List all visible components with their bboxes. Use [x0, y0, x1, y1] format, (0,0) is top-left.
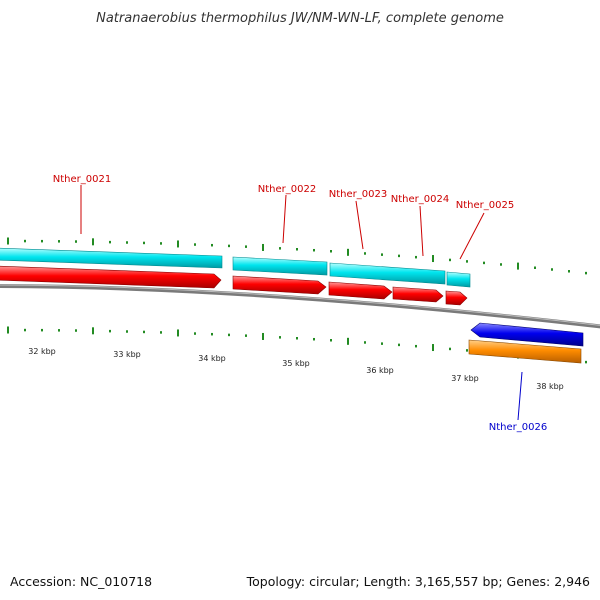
scale-label: 34 kbp — [198, 354, 226, 363]
cds-band-segment[interactable] — [0, 247, 223, 269]
label-leader-line — [282, 194, 287, 244]
label-leader-line — [355, 200, 364, 250]
gene-arrow-nther-0022[interactable] — [232, 275, 327, 295]
genome-summary-text: Topology: circular; Length: 3,165,557 bp… — [246, 574, 590, 589]
gene-arrow-nther-0021[interactable] — [0, 265, 222, 289]
genome-backbone — [0, 284, 600, 329]
cds-band-segment[interactable] — [329, 262, 446, 285]
upper-tick-track — [7, 237, 587, 275]
scale-label: 35 kbp — [282, 359, 310, 368]
gene-label-nther-0024[interactable]: Nther_0024 — [391, 194, 449, 205]
reverse-gene-track — [468, 322, 584, 364]
cds-band-segment-reverse[interactable] — [468, 339, 582, 364]
scale-label: 38 kbp — [536, 382, 564, 391]
gene-labels: Nther_0021 Nther_0022 Nther_0023 Nther_0… — [53, 174, 547, 433]
scale-label: 37 kbp — [451, 374, 479, 383]
accession-text: Accession: NC_010718 — [10, 574, 152, 589]
gene-label-nther-0026[interactable]: Nther_0026 — [489, 422, 547, 433]
gene-label-nther-0022[interactable]: Nther_0022 — [258, 184, 316, 195]
gene-label-nther-0025[interactable]: Nther_0025 — [456, 200, 514, 211]
gene-label-nther-0021[interactable]: Nther_0021 — [53, 174, 111, 185]
gene-label-nther-0023[interactable]: Nther_0023 — [329, 189, 387, 200]
genome-backbone-highlight — [0, 284, 600, 326]
label-leader-line — [459, 212, 485, 260]
scale-label: 32 kbp — [28, 347, 56, 356]
gene-arrow-nther-0026[interactable] — [470, 322, 584, 347]
label-leader-line — [419, 205, 424, 257]
cds-band-segment[interactable] — [232, 256, 328, 276]
gene-arrow-nther-0025[interactable] — [445, 290, 468, 306]
forward-cds-track — [0, 247, 471, 288]
cds-band-segment[interactable] — [446, 271, 471, 288]
map-title: Natranaerobius thermophilus JW/NM-WN-LF,… — [96, 11, 504, 26]
label-leader-line — [517, 371, 523, 421]
scale-label: 36 kbp — [366, 366, 394, 375]
scale-labels: 32 kbp 33 kbp 34 kbp 35 kbp 36 kbp 37 kb… — [28, 347, 564, 391]
gene-arrow-nther-0023[interactable] — [328, 281, 393, 300]
scale-label: 33 kbp — [113, 350, 141, 359]
forward-gene-track — [0, 265, 468, 306]
gene-arrow-nther-0024[interactable] — [392, 286, 444, 303]
